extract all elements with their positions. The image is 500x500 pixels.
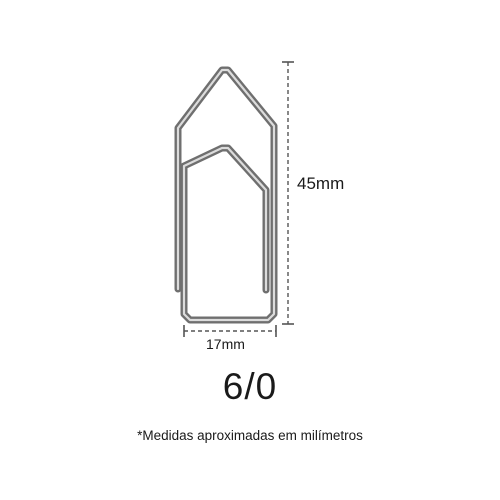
width-label: 17mm (206, 336, 245, 352)
width-dimension (183, 325, 277, 337)
footnote: *Medidas aproximadas em milímetros (137, 428, 363, 443)
size-code: 6/0 (222, 366, 278, 407)
height-dimension (282, 61, 294, 325)
paperclip-icon (174, 66, 278, 324)
height-label: 45mm (297, 174, 345, 193)
paperclip-wire-highlight (176, 68, 276, 322)
